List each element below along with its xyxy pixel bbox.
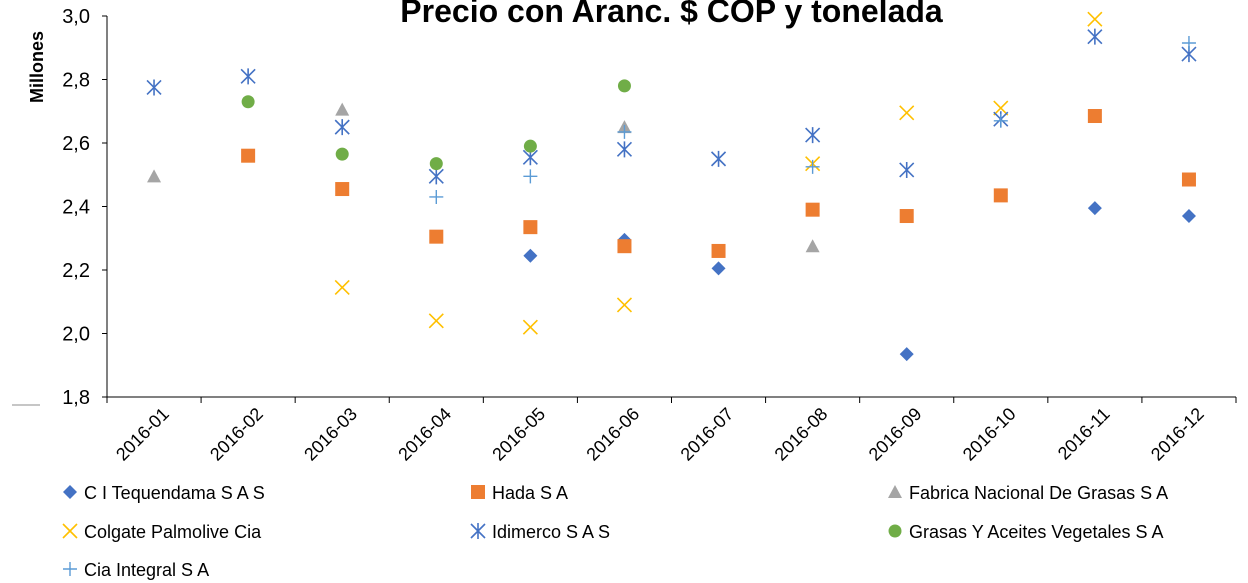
- data-point: [147, 169, 162, 183]
- x-tick-label: 2016-04: [394, 404, 455, 465]
- data-point: [335, 102, 350, 116]
- legend-marker: [470, 523, 486, 539]
- x-tick-label: 2016-05: [488, 404, 549, 465]
- series-4: [146, 28, 1197, 185]
- data-point: [335, 147, 349, 161]
- legend-marker: [471, 485, 485, 499]
- data-point: [899, 105, 915, 121]
- legend-label: Colgate Palmolive Cia: [84, 522, 262, 542]
- legend-label: Fabrica Nacional De Grasas S A: [909, 483, 1168, 503]
- x-tick-label: 2016-12: [1147, 404, 1208, 465]
- data-point: [241, 148, 256, 163]
- data-point: [240, 68, 256, 85]
- legend-label: Grasas Y Aceites Vegetales S A: [909, 522, 1164, 542]
- y-tick-label: 2,6: [62, 133, 90, 155]
- data-point: [1181, 172, 1196, 187]
- legend-label: Cia Integral S A: [84, 560, 209, 580]
- data-point: [711, 261, 726, 276]
- legend-item: Idimerco S A S: [470, 522, 610, 542]
- x-tick-label: 2016-02: [206, 404, 267, 465]
- data-point: [1087, 201, 1102, 216]
- x-tick-label: 2016-01: [112, 404, 173, 465]
- y-tick-label: 3,0: [62, 6, 90, 28]
- legend-item: Colgate Palmolive Cia: [62, 522, 262, 542]
- legend-item: Hada S A: [471, 483, 568, 503]
- data-point: [805, 159, 820, 174]
- x-tick-label: 2016-11: [1054, 404, 1114, 464]
- data-point: [1087, 28, 1103, 45]
- x-tick-label: 2016-10: [959, 404, 1020, 465]
- data-point: [428, 313, 444, 329]
- x-tick-label: 2016-07: [677, 404, 738, 465]
- x-tick-label: 2016-09: [865, 404, 926, 465]
- series-0: [523, 201, 1196, 362]
- data-point: [993, 100, 1009, 116]
- data-point: [334, 119, 350, 136]
- data-point: [429, 189, 444, 204]
- data-point: [335, 182, 350, 197]
- series-2: [147, 102, 820, 253]
- legend-marker: [63, 562, 77, 576]
- data-point: [1087, 11, 1103, 27]
- y-axis-label: Millones: [27, 31, 47, 103]
- data-point: [523, 169, 538, 184]
- data-point: [523, 248, 538, 263]
- data-point: [428, 168, 444, 185]
- data-point: [899, 347, 914, 362]
- data-point: [805, 202, 820, 217]
- data-point: [617, 239, 632, 254]
- x-tick-label: 2016-08: [771, 404, 832, 465]
- x-tick-label: 2016-03: [300, 404, 361, 465]
- legend-item: Grasas Y Aceites Vegetales S A: [888, 522, 1164, 542]
- data-point: [334, 279, 350, 296]
- series-3: [334, 11, 1103, 335]
- series-5: [241, 79, 631, 171]
- y-tick-label: 2,0: [62, 324, 90, 346]
- chart-title: Precio con Aranc. $ COP y tonelada: [400, 0, 943, 29]
- data-point: [616, 297, 633, 313]
- data-point: [616, 141, 633, 158]
- data-point: [1087, 109, 1102, 124]
- legend-marker: [63, 485, 77, 499]
- data-point: [1181, 209, 1196, 224]
- legend-item: Cia Integral S A: [63, 560, 209, 580]
- data-point: [1181, 35, 1196, 50]
- data-point: [523, 139, 537, 153]
- data-point: [146, 79, 162, 96]
- data-point: [805, 239, 820, 253]
- data-point: [522, 319, 538, 335]
- data-point: [429, 157, 443, 171]
- data-point: [617, 79, 631, 93]
- legend-marker: [888, 485, 902, 498]
- data-point: [899, 161, 915, 178]
- data-point: [617, 124, 632, 139]
- data-point: [899, 209, 914, 224]
- y-tick-label: 2,2: [62, 260, 90, 282]
- data-point: [523, 220, 538, 235]
- data-point: [993, 113, 1008, 128]
- series-1: [241, 109, 1196, 258]
- data-point: [805, 127, 821, 144]
- data-point: [710, 150, 727, 167]
- legend-label: Hada S A: [492, 483, 568, 503]
- legend-item: C I Tequendama S A S: [63, 483, 265, 503]
- legend-item: Fabrica Nacional De Grasas S A: [888, 483, 1168, 503]
- y-tick-label: 2,4: [62, 197, 90, 219]
- data-point: [241, 95, 255, 109]
- legend-marker: [888, 524, 902, 538]
- y-tick-label: 2,8: [62, 70, 90, 92]
- x-tick-label: 2016-06: [582, 404, 643, 465]
- y-tick-label: 1,8: [62, 387, 90, 409]
- legend-label: Idimerco S A S: [492, 522, 610, 542]
- legend-marker: [62, 523, 78, 539]
- data-point: [429, 229, 444, 244]
- data-point: [711, 243, 726, 258]
- legend-label: C I Tequendama S A S: [84, 483, 265, 503]
- data-point: [993, 188, 1008, 203]
- series-6: [429, 35, 1196, 204]
